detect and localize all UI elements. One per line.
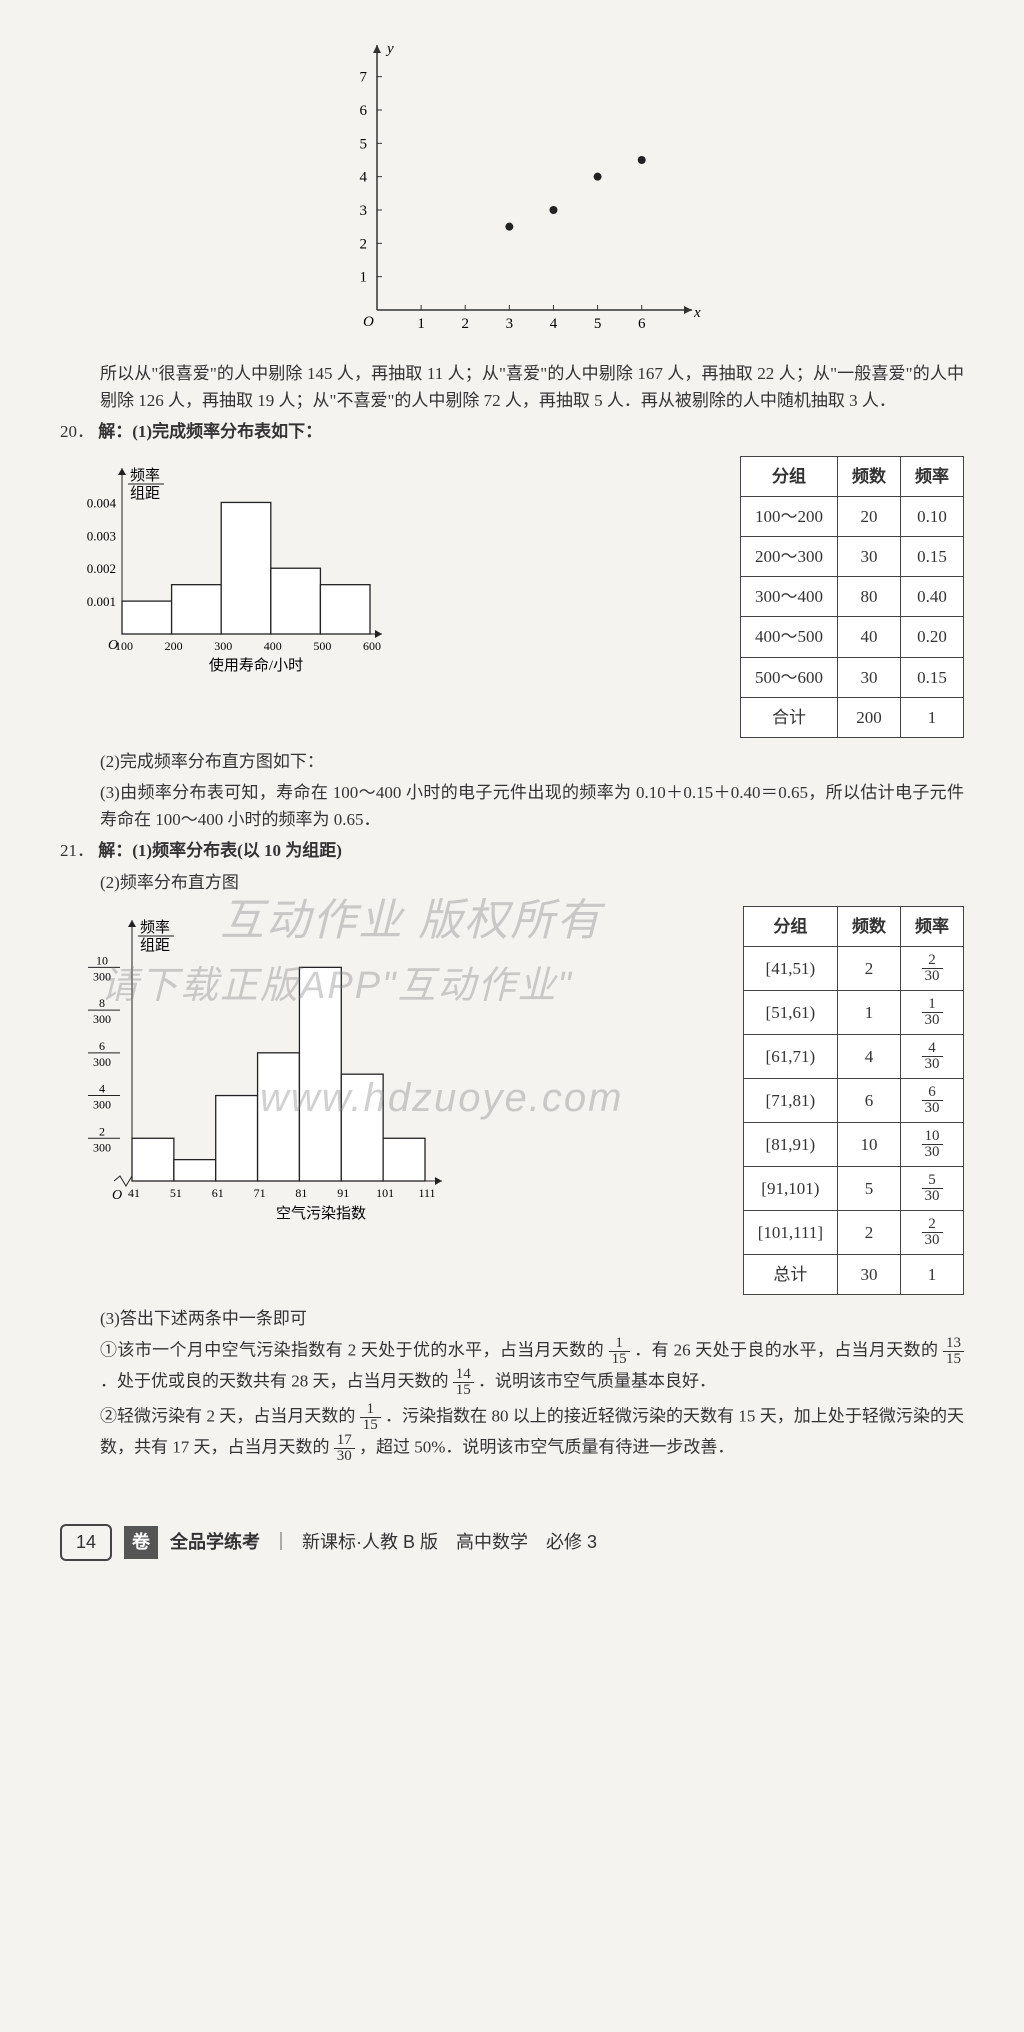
scatter-chart: Ox y 1 2 3 4 5 6 1 2 3 4 5 6 7: [60, 35, 964, 345]
q21-histogram: O 频率组距 2 300 4 300 6 300 8 300 10 300 41 51 61 71 81 91 10…: [60, 906, 450, 1226]
svg-text:3: 3: [506, 316, 513, 332]
frac-1-15b: 115: [360, 1402, 381, 1433]
q21-p3-2c: ，超过 50%．说明该市空气质量有待进一步改善．: [359, 1438, 734, 1457]
q21-freq-table: 分组频数频率[41,51)2230[51,61)1130[61,71)4430[…: [743, 906, 964, 1295]
svg-text:300: 300: [93, 969, 111, 983]
svg-text:x: x: [693, 305, 701, 321]
svg-text:空气污染指数: 空气污染指数: [276, 1205, 366, 1222]
svg-text:71: 71: [254, 1186, 266, 1200]
svg-text:91: 91: [337, 1186, 349, 1200]
svg-text:组距: 组距: [130, 485, 160, 502]
svg-text:5: 5: [360, 136, 368, 152]
svg-text:使用寿命/小时: 使用寿命/小时: [209, 656, 303, 674]
p19-tail-text: 所以从"很喜爱"的人中剔除 145 人，再抽取 11 人；从"喜爱"的人中剔除 …: [60, 360, 964, 414]
q21-heading: 21． 解：(1)频率分布表(以 10 为组距): [60, 837, 964, 864]
svg-text:300: 300: [214, 639, 232, 653]
frac-1-15a: 115: [609, 1336, 630, 1367]
svg-text:O: O: [112, 1188, 122, 1203]
svg-text:O: O: [363, 314, 374, 330]
footer-badge: 卷: [124, 1526, 158, 1559]
q21-p3-1a: ①该市一个月中空气污染指数有 2 天处于优的水平，占当月天数的: [100, 1341, 604, 1360]
svg-text:500: 500: [313, 639, 331, 653]
svg-text:y: y: [385, 41, 394, 57]
svg-text:组距: 组距: [140, 937, 170, 954]
svg-text:频率: 频率: [140, 919, 170, 936]
q20-p3: (3)由频率分布表可知，寿命在 100～400 小时的电子元件出现的频率为 0.…: [60, 779, 964, 833]
svg-text:1: 1: [417, 316, 425, 332]
footer-sep: ｜: [272, 1528, 290, 1557]
svg-text:6: 6: [99, 1039, 105, 1053]
q21-label: 解：(1)频率分布表(以 10 为组距): [98, 841, 342, 860]
frac-14-15: 1415: [453, 1367, 474, 1398]
svg-text:2: 2: [360, 236, 368, 252]
svg-text:7: 7: [360, 70, 368, 86]
svg-text:6: 6: [638, 316, 646, 332]
q21-p3-1d: ．说明该市空气质量基本良好．: [478, 1372, 716, 1391]
svg-text:3: 3: [360, 203, 368, 219]
svg-text:101: 101: [376, 1186, 394, 1200]
q20-heading: 20． 解：(1)完成频率分布表如下：: [60, 418, 964, 445]
q21-num: 21．: [60, 841, 94, 860]
page-number: 14: [60, 1524, 112, 1561]
frac-17-30: 1730: [334, 1433, 355, 1464]
svg-text:0.002: 0.002: [87, 561, 116, 576]
svg-text:频率: 频率: [130, 467, 160, 484]
svg-text:300: 300: [93, 1055, 111, 1069]
svg-text:8: 8: [99, 996, 105, 1010]
svg-text:2: 2: [461, 316, 469, 332]
frac-13-15: 1315: [943, 1336, 964, 1367]
footer-title: 全品学练考: [170, 1528, 260, 1557]
svg-text:4: 4: [550, 316, 558, 332]
svg-text:6: 6: [360, 103, 368, 119]
q21-p3-intro: (3)答出下述两条中一条即可: [60, 1305, 964, 1332]
q21-p3-2a: ②轻微污染有 2 天，占当月天数的: [100, 1407, 355, 1426]
svg-text:300: 300: [93, 1140, 111, 1154]
svg-text:41: 41: [128, 1186, 140, 1200]
q20-freq-table: 分组频数频率100～200200.10200～300300.15300～4008…: [740, 456, 964, 738]
svg-text:81: 81: [295, 1186, 307, 1200]
svg-text:2: 2: [99, 1124, 105, 1138]
q21-p3-1b: ．有 26 天处于良的水平，占当月天数的: [634, 1341, 938, 1360]
svg-text:111: 111: [418, 1186, 435, 1200]
svg-text:100: 100: [115, 639, 133, 653]
svg-text:200: 200: [165, 639, 183, 653]
svg-text:4: 4: [99, 1081, 105, 1095]
q20-histogram: O频率组距0.0010.0020.0030.004100200300400500…: [60, 456, 390, 676]
svg-text:600: 600: [363, 639, 381, 653]
svg-text:61: 61: [212, 1186, 224, 1200]
svg-text:51: 51: [170, 1186, 182, 1200]
svg-text:300: 300: [93, 1012, 111, 1026]
svg-text:4: 4: [360, 170, 368, 186]
svg-text:0.001: 0.001: [87, 594, 116, 609]
footer-subtitle: 新课标·人教 B 版 高中数学 必修 3: [302, 1528, 597, 1557]
svg-text:1: 1: [360, 270, 368, 286]
svg-text:0.003: 0.003: [87, 528, 116, 543]
page-footer: 14 卷 全品学练考 ｜ 新课标·人教 B 版 高中数学 必修 3: [60, 1524, 964, 1561]
svg-text:10: 10: [96, 953, 108, 967]
svg-text:5: 5: [594, 316, 602, 332]
q21-label2: (2)频率分布直方图: [60, 869, 964, 896]
q21-p3-1c: ．处于优或良的天数共有 28 天，占当月天数的: [100, 1372, 449, 1391]
svg-text:0.004: 0.004: [87, 495, 117, 510]
q20-p2: (2)完成频率分布直方图如下：: [60, 748, 964, 775]
q20-solution-label: 解：(1)完成频率分布表如下：: [98, 422, 322, 441]
q21-p3-option2: ②轻微污染有 2 天，占当月天数的 115 ．污染指数在 80 以上的接近轻微污…: [60, 1402, 964, 1464]
svg-text:300: 300: [93, 1097, 111, 1111]
svg-text:400: 400: [264, 639, 282, 653]
q20-num: 20．: [60, 422, 94, 441]
q21-p3-option1: ①该市一个月中空气污染指数有 2 天处于优的水平，占当月天数的 115 ．有 2…: [60, 1336, 964, 1398]
